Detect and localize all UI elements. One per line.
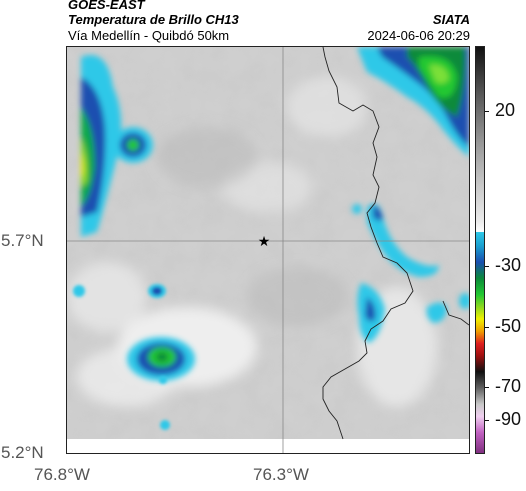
star-marker: ★ — [258, 234, 271, 250]
graticule — [67, 47, 469, 453]
cold-cloud-cells — [73, 47, 471, 430]
lat-label-5-7: 5.7°N — [1, 231, 44, 250]
route-subtitle: Vía Medellín - Quibdó 50km — [68, 28, 230, 43]
lon-label-76-3: 76.3°W — [253, 465, 309, 484]
datetime-label: 2024-06-06 20:29 — [367, 28, 470, 43]
no-data-strip — [67, 439, 469, 453]
cbar-label-m30: -30 — [495, 255, 522, 275]
lon-label-76-8: 76.8°W — [34, 465, 90, 484]
cbar-label-m90: -90 — [495, 409, 522, 429]
cbar-tick-20 — [485, 111, 489, 112]
cbar-label-20: 20 — [495, 100, 516, 120]
lat-label-5-2: 5.2°N — [1, 443, 44, 462]
cbar-tick-m90 — [485, 420, 489, 421]
light-cloud-areas — [67, 77, 437, 407]
cbar-label-m70: -70 — [495, 376, 522, 396]
admin-boundaries — [322, 46, 470, 440]
map-canvas: ★ — [67, 46, 471, 453]
org-label: SIATA — [432, 12, 470, 27]
cbar-tick-m70 — [485, 387, 489, 388]
cbar-tick-m30 — [485, 266, 489, 267]
product-title: Temperatura de Brillo CH13 — [68, 12, 239, 27]
cbar-label-m50: -50 — [495, 316, 522, 336]
cbar-tick-m50 — [485, 327, 489, 328]
satellite-map[interactable]: ★ — [66, 46, 471, 454]
satellite-title: GOES-EAST — [68, 0, 145, 12]
colorbar — [475, 46, 485, 454]
